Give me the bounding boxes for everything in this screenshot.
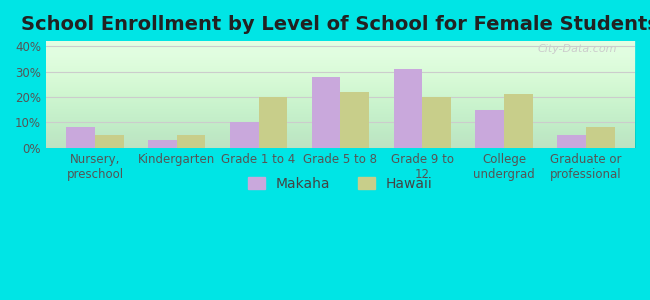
Bar	[422, 97, 451, 148]
Bar	[66, 128, 95, 148]
Bar	[259, 97, 287, 148]
Bar	[394, 69, 422, 148]
Text: City-Data.com: City-Data.com	[538, 44, 618, 54]
Bar	[148, 140, 177, 148]
Legend: Makaha, Hawaii: Makaha, Hawaii	[242, 171, 438, 196]
Bar	[230, 122, 259, 148]
Bar	[312, 77, 341, 148]
Bar	[557, 135, 586, 148]
Bar	[95, 135, 124, 148]
Bar	[586, 128, 614, 148]
Bar	[341, 92, 369, 148]
Title: School Enrollment by Level of School for Female Students: School Enrollment by Level of School for…	[21, 15, 650, 34]
Bar	[475, 110, 504, 148]
Bar	[504, 94, 533, 148]
Bar	[177, 135, 205, 148]
